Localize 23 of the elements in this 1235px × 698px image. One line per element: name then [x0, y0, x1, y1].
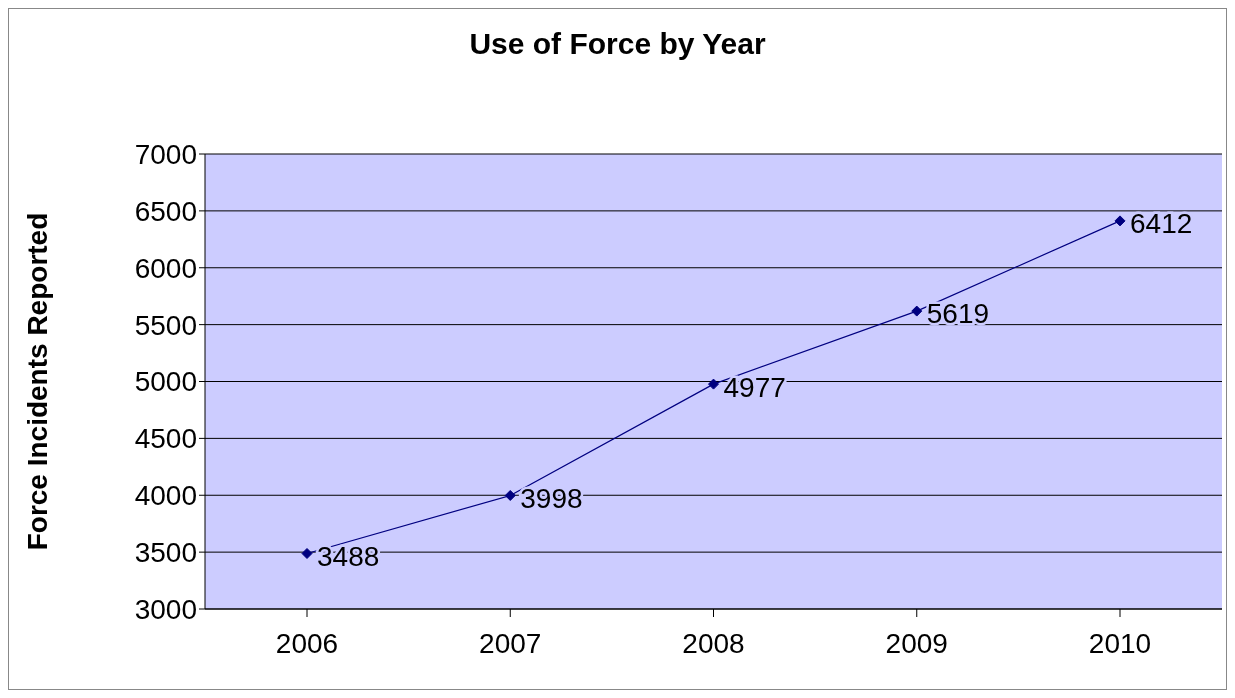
chart-title: Use of Force by Year [468, 27, 767, 61]
y-axis-title: Force Incidents Reported [21, 212, 53, 551]
x-tick-label: 2009 [885, 627, 948, 659]
point [504, 489, 516, 501]
x-tick-label: 2010 [1088, 627, 1152, 659]
x-tick-label: 2006 [275, 627, 339, 659]
y-tick-label: 4000 [134, 480, 197, 512]
y-tick-label: 5500 [134, 309, 197, 341]
y-tick-label: 7000 [134, 138, 197, 170]
x-tick-label: 2008 [682, 627, 745, 659]
point [708, 378, 719, 390]
y-tick-label: 3000 [134, 593, 197, 625]
y-tick-label: 6000 [134, 252, 197, 284]
y-tick-label: 4500 [134, 423, 197, 455]
data-label: 5619 [926, 298, 990, 330]
point [911, 305, 923, 317]
point [301, 547, 313, 559]
y-tick-label: 6500 [134, 195, 197, 227]
y-tick-label: 3500 [134, 537, 197, 569]
y-tick-label: 5000 [134, 366, 197, 398]
point [1114, 215, 1126, 227]
data-label: 6412 [1130, 208, 1193, 240]
x-tick-label: 2007 [479, 627, 542, 659]
